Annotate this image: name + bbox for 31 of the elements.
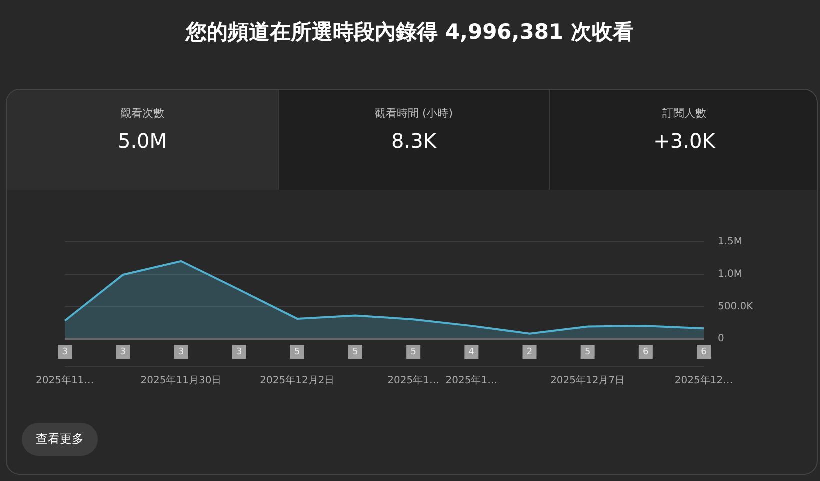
text: 您的頻道在所選時段內錄得 4,996,381 次收看 (184, 19, 635, 46)
x-tick-label: 2025年11月30日 (140, 374, 222, 387)
y-tick-label: 0 (718, 334, 724, 345)
y-tick-label: 1.0M (718, 268, 743, 280)
text: 訂閱人數 (662, 106, 708, 121)
text: 5 (352, 347, 358, 358)
y-tick-label: 500.0K (718, 301, 754, 312)
x-tick-label: 2025年12月7日 (550, 374, 626, 387)
y-tick-label: 1.5M (718, 236, 743, 248)
text: 3 (62, 347, 68, 358)
text: 3 (120, 347, 126, 358)
text: 3 (178, 347, 184, 358)
text: 2 (526, 347, 533, 358)
text: 8.3K (390, 129, 438, 153)
x-tick-label: 2025年12… (674, 374, 734, 387)
text: 5 (294, 347, 300, 358)
text: 查看更多 (22, 423, 98, 456)
x-tick-label: 2025年1… (446, 374, 498, 387)
x-tick-label: 2025年11… (36, 374, 94, 387)
text: 4 (468, 347, 475, 358)
x-tick-label: 2025年1… (388, 374, 440, 387)
text: 6 (643, 347, 650, 358)
text: +3.0K (652, 129, 716, 153)
text: 觀看時間 (小時) (374, 106, 454, 121)
text: 5 (584, 347, 591, 358)
x-tick-label: 2025年12月2日 (260, 374, 335, 387)
text: 5 (410, 347, 416, 358)
text: 觀看次數 (120, 106, 166, 121)
text: 3 (236, 347, 242, 358)
text: 5.0M (116, 129, 168, 153)
text: 6 (701, 347, 708, 358)
